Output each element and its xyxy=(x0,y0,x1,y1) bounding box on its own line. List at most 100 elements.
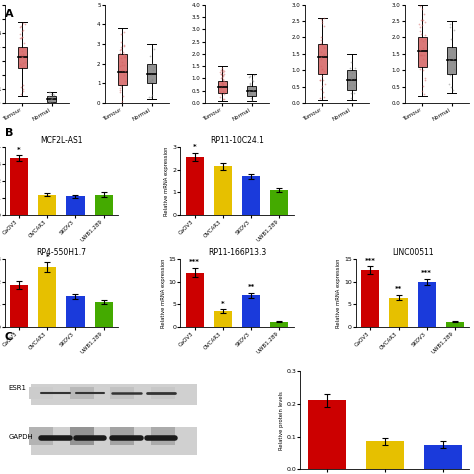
Text: **: ** xyxy=(247,284,255,290)
Point xyxy=(418,21,426,29)
Point xyxy=(218,84,225,91)
Point xyxy=(46,88,53,96)
Point xyxy=(249,86,256,94)
Bar xyxy=(446,322,464,327)
Bar xyxy=(185,273,204,327)
Text: ***: *** xyxy=(421,270,432,276)
Point xyxy=(219,80,226,87)
Point xyxy=(219,68,227,75)
Point xyxy=(118,98,126,105)
Point xyxy=(220,70,228,78)
Point xyxy=(118,66,126,74)
Point xyxy=(220,77,228,85)
Point xyxy=(19,60,27,67)
Point xyxy=(118,59,126,66)
Bar xyxy=(151,427,175,445)
Point xyxy=(16,61,23,68)
Point xyxy=(250,71,258,79)
Point xyxy=(419,66,427,74)
Point xyxy=(48,94,55,101)
Title: RP11-10C24.1: RP11-10C24.1 xyxy=(210,136,264,145)
Point xyxy=(417,36,424,43)
Point xyxy=(417,23,424,30)
Point xyxy=(446,80,453,87)
Bar xyxy=(94,302,113,327)
Point xyxy=(147,93,155,100)
Point xyxy=(148,60,156,68)
Point xyxy=(46,98,54,106)
Point xyxy=(19,86,27,93)
Bar xyxy=(242,295,260,327)
Text: A: A xyxy=(5,9,13,19)
Point xyxy=(46,92,53,100)
Point xyxy=(119,92,127,100)
Point xyxy=(148,91,155,99)
Point xyxy=(121,67,129,74)
Point xyxy=(421,74,428,82)
Point xyxy=(219,66,227,73)
Bar xyxy=(247,86,256,96)
Point xyxy=(121,61,128,69)
Point xyxy=(447,44,455,51)
Point xyxy=(419,45,427,52)
Point xyxy=(117,99,124,107)
Title: RP11-166P13.3: RP11-166P13.3 xyxy=(208,248,266,257)
Point xyxy=(350,90,357,97)
Point xyxy=(46,98,53,106)
Point xyxy=(445,56,453,64)
Point xyxy=(48,98,56,106)
Point xyxy=(21,58,29,65)
Point xyxy=(119,48,127,55)
Point xyxy=(217,66,225,73)
Point xyxy=(47,90,55,98)
Point xyxy=(418,88,425,95)
Bar xyxy=(110,387,135,399)
Bar xyxy=(18,47,27,68)
Point xyxy=(450,45,457,53)
Point xyxy=(346,64,354,72)
Point xyxy=(317,54,324,61)
Point xyxy=(417,27,424,35)
Point xyxy=(121,53,129,61)
Point xyxy=(351,67,358,74)
Point xyxy=(345,82,353,89)
Point xyxy=(419,37,427,45)
Point xyxy=(319,89,327,96)
Point xyxy=(218,67,226,75)
Bar xyxy=(347,70,356,90)
Point xyxy=(416,3,423,10)
Point xyxy=(19,87,27,94)
Point xyxy=(217,93,224,100)
Point xyxy=(18,27,25,35)
Point xyxy=(320,50,328,58)
Point xyxy=(320,15,328,22)
Point xyxy=(347,58,355,66)
Point xyxy=(248,76,256,83)
Point xyxy=(19,52,27,59)
Point xyxy=(145,63,153,70)
Point xyxy=(150,46,158,53)
Point xyxy=(17,30,24,38)
Text: ***: *** xyxy=(189,259,200,265)
Point xyxy=(420,52,428,59)
Point xyxy=(120,51,128,58)
Bar xyxy=(418,282,436,327)
Point xyxy=(220,95,228,103)
Point xyxy=(48,92,56,100)
Bar xyxy=(31,427,197,455)
Point xyxy=(46,97,53,105)
Point xyxy=(219,95,227,103)
Point xyxy=(420,10,428,18)
Point xyxy=(246,89,254,96)
Point xyxy=(20,50,27,57)
Point xyxy=(116,89,124,96)
Point xyxy=(419,55,427,63)
Point xyxy=(320,93,328,101)
Point xyxy=(247,94,255,102)
Point xyxy=(419,16,427,24)
Point xyxy=(418,51,425,59)
Point xyxy=(320,22,328,29)
Point xyxy=(447,35,455,43)
Point xyxy=(417,65,424,73)
Text: GAPDH: GAPDH xyxy=(9,434,34,440)
